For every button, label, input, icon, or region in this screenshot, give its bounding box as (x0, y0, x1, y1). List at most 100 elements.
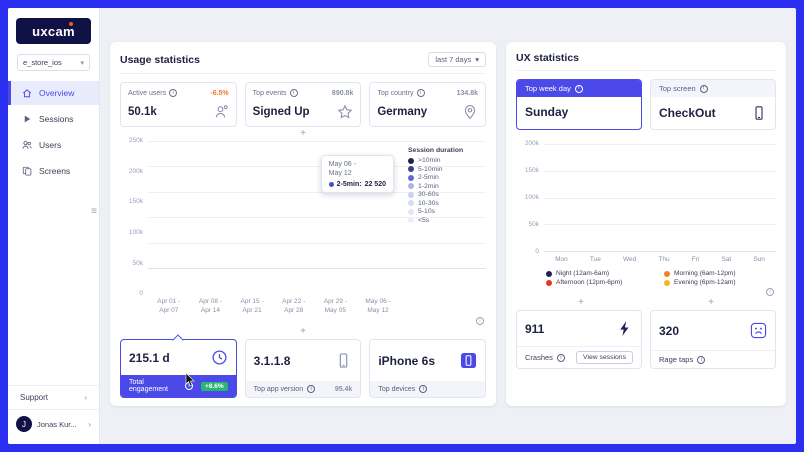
legend-dot (408, 208, 414, 215)
uxcam-dashboard: uxcam e_store_ios ▾ Overview Sessions (8, 8, 796, 444)
legend-dot (546, 270, 552, 277)
card-meta-value: 134.8k (456, 89, 479, 97)
total-engagement-card[interactable]: 215.1 d Total engagement i +8.6% (120, 333, 237, 398)
legend-title: Session duration (408, 147, 464, 154)
legend-item: 1-2min (408, 183, 486, 190)
card-value: 50.1k (128, 106, 157, 118)
star-icon (337, 104, 353, 120)
sidebar-item-users[interactable]: Users (8, 133, 99, 157)
card-label: Top events (252, 89, 287, 97)
info-icon[interactable]: i (766, 288, 774, 297)
metric-value: 911 (525, 321, 545, 336)
gridline (148, 141, 486, 142)
user-menu[interactable]: J Jonas Kur... › (8, 409, 99, 444)
ux-top-cards: Top week day i Sunday Top screen i Check… (516, 79, 776, 130)
screens-icon (21, 165, 33, 177)
mobile-icon (751, 105, 767, 121)
card-value: Germany (377, 106, 428, 118)
legend-dot (408, 191, 414, 198)
metric-footer-label: Total engagement (129, 379, 168, 393)
legend-item: 2-5min (408, 174, 486, 181)
info-icon[interactable]: i (556, 353, 565, 362)
x-tick-label: Apr 29 - May 05 (323, 298, 347, 314)
legend-item: Afternoon (12pm-6pm) (546, 279, 658, 286)
crashes-card[interactable]: 911 Crashes i View sessions (516, 310, 642, 370)
uxcam-logo: uxcam (16, 18, 91, 44)
x-axis-labels: Apr 01 - Apr 07 Apr 08 - Apr 14 Apr 15 - A… (148, 298, 486, 315)
sidebar-item-screens[interactable]: Screens (8, 159, 99, 183)
legend-dot (408, 174, 414, 181)
legend-dot (408, 157, 414, 164)
gridline (148, 242, 486, 244)
top-app-version-card[interactable]: 3.1.1.8 Top app version i 95.4k (244, 339, 362, 398)
users-icon (21, 139, 33, 151)
metric-footer-label: Rage taps (659, 355, 694, 365)
page-title: UX statistics (516, 52, 580, 64)
card-meta-value: 95.4k (334, 385, 353, 393)
user-name: Jonas Kur... (37, 419, 77, 429)
sidebar-item-label: Overview (39, 88, 75, 98)
usage-statistics-panel: Usage statistics last 7 days ▾ Active us… (110, 42, 496, 406)
add-widget-separator[interactable]: + (300, 325, 306, 337)
info-icon[interactable]: i (419, 385, 428, 393)
gridline (544, 251, 776, 252)
device-icon (460, 352, 477, 369)
project-selector[interactable]: e_store_ios ▾ (17, 54, 90, 71)
support-link[interactable]: Support › (8, 385, 99, 409)
view-sessions-button[interactable]: View sessions (576, 351, 633, 365)
top-devices-card[interactable]: iPhone 6s Top devices i (369, 339, 487, 398)
support-label: Support (20, 393, 49, 402)
usage-top-cards: Active users i -6.5% 50.1k Top events i 89… (120, 82, 487, 127)
info-icon[interactable]: i (697, 355, 706, 364)
sidebar: uxcam e_store_ios ▾ Overview Sessions (8, 8, 100, 444)
rage-taps-card[interactable]: 320 Rage taps i (650, 310, 776, 370)
top-events-card[interactable]: Top events i 890.8k Signed Up (244, 82, 362, 127)
tooltip-label: 2-5min: (336, 180, 362, 188)
date-range-selector[interactable]: last 7 days ▾ (428, 52, 486, 67)
usage-panel-header: Usage statistics last 7 days ▾ (120, 50, 486, 74)
add-widget-separator[interactable]: + (300, 127, 306, 139)
sad-face-icon (750, 322, 767, 339)
sidebar-collapse-handle[interactable]: ≡ (91, 206, 97, 217)
legend-item: 5-10s (408, 208, 486, 215)
info-icon[interactable]: i (699, 84, 708, 93)
top-week-day-card[interactable]: Top week day i Sunday (516, 79, 642, 130)
legend-item: Night (12am-6am) (546, 270, 658, 277)
legend-dot (664, 270, 670, 277)
x-axis-labels: Mon Tue Wed Thu Fri Sat Sun (544, 256, 776, 264)
sidebar-item-label: Sessions (39, 114, 74, 124)
y-axis: 250k 200k 150k 100k 50k 0 (128, 137, 143, 298)
metric-footer-label: Top devices (378, 385, 416, 393)
legend-item: 5-10min (408, 166, 486, 173)
top-country-card[interactable]: Top country i 134.8k Germany (369, 82, 487, 127)
active-users-card[interactable]: Active users i -6.5% 50.1k (120, 82, 237, 127)
metric-value: 3.1.1.8 (253, 353, 291, 368)
legend-item: Morning (6am-12pm) (664, 270, 776, 277)
top-screen-card[interactable]: Top screen i CheckOut (650, 79, 776, 130)
sidebar-item-overview[interactable]: Overview (8, 81, 99, 105)
chart-tooltip: May 06 - May 12 2-5min: 22 520 (320, 155, 394, 193)
info-icon[interactable]: i (476, 317, 484, 325)
user-icon (213, 104, 229, 120)
info-icon[interactable]: i (289, 89, 298, 97)
sidebar-item-sessions[interactable]: Sessions (8, 107, 99, 131)
info-icon[interactable]: i (169, 89, 178, 97)
info-icon[interactable]: i (416, 89, 425, 97)
x-tick-label: Sun (753, 256, 765, 263)
mouse-cursor (185, 372, 195, 391)
add-widget-separator[interactable]: + + (578, 296, 714, 308)
usage-chart: 250k 200k 150k 100k 50k 0 Session duration >1… (120, 137, 486, 315)
legend-dot (408, 166, 414, 172)
chevron-down-icon: ▾ (475, 55, 479, 64)
info-icon[interactable]: i (574, 84, 583, 93)
metric-value: 215.1 d (129, 350, 170, 365)
gridlines (544, 144, 776, 252)
gridline (544, 144, 776, 145)
tooltip-title: May 06 - May 12 (328, 161, 356, 178)
x-tick-label: Mon (555, 256, 568, 263)
ux-bottom-cards: 911 Crashes i View sessions 320 (516, 310, 776, 370)
info-icon[interactable]: i (307, 385, 316, 393)
legend-item: <5s (408, 217, 486, 224)
gridlines (148, 141, 486, 269)
